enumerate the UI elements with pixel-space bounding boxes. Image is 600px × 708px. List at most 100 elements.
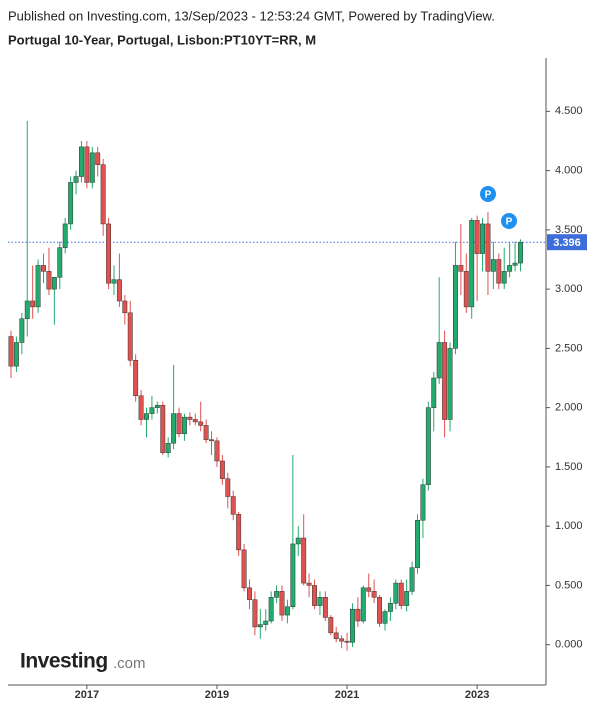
candle-body — [480, 223, 485, 254]
candle-body — [490, 259, 496, 272]
candle-body — [447, 348, 453, 420]
y-tick-label: 2.500 — [555, 342, 583, 354]
header: Published on Investing.com, 13/Sep/2023 … — [8, 8, 495, 23]
candle-body — [452, 265, 458, 349]
y-tick-label: 0.000 — [555, 639, 583, 651]
candle-body — [203, 425, 209, 440]
candle-body — [333, 632, 339, 640]
candle-body — [219, 460, 225, 480]
candle-body — [518, 241, 523, 264]
logo: Investing — [20, 650, 108, 673]
candle-body — [355, 608, 361, 622]
candle-body — [176, 413, 182, 434]
logo-suffix: .com — [113, 655, 146, 672]
candle-body — [290, 543, 296, 608]
candle-body — [160, 405, 166, 453]
candle-body — [247, 587, 252, 600]
candle-body — [100, 164, 106, 225]
candle-body — [106, 223, 112, 284]
candle-body — [371, 591, 377, 598]
candle-body — [252, 599, 258, 628]
candle-body — [474, 220, 480, 254]
candle-body — [485, 223, 491, 272]
candle-body — [463, 271, 469, 308]
candle-body — [317, 597, 323, 606]
candle-body — [431, 377, 437, 408]
candle-body — [30, 300, 36, 308]
candle-body — [306, 582, 312, 586]
candle-body — [312, 585, 317, 606]
annotation-marker — [480, 186, 496, 202]
candle-body — [198, 421, 204, 426]
y-tick-label: 3.000 — [555, 283, 583, 295]
annotation-label: P — [506, 217, 513, 228]
candle-body — [127, 312, 133, 361]
candle-body — [214, 440, 220, 462]
x-tick-label: 2023 — [465, 689, 489, 701]
candle-body — [181, 416, 187, 434]
candle-body — [95, 152, 101, 165]
candle-body — [360, 587, 366, 622]
candle-body — [116, 279, 122, 302]
candle-body — [501, 271, 507, 284]
candle-body — [24, 300, 30, 320]
candle-body — [339, 638, 345, 642]
y-tick-label: 4.500 — [555, 105, 583, 117]
last-value-label: 3.396 — [553, 237, 581, 249]
candle-body — [442, 342, 448, 420]
candle-body — [122, 300, 128, 314]
annotations: P P — [480, 186, 517, 229]
y-tick-label: 2.000 — [555, 402, 583, 414]
y-tick-label: 0.500 — [555, 579, 583, 591]
y-tick-label: 4.000 — [555, 165, 583, 177]
candle-body — [241, 549, 247, 589]
candle-body — [236, 514, 242, 551]
y-tick-label: 1.500 — [555, 461, 583, 473]
candle-body — [62, 223, 68, 248]
candle-body — [144, 413, 149, 420]
candle-body — [225, 478, 231, 497]
y-tick-label: 1.000 — [555, 520, 583, 532]
candle-body — [79, 146, 84, 177]
candle-body — [46, 271, 52, 290]
candle-body — [382, 611, 388, 624]
candle-body — [496, 259, 502, 284]
candle-body — [344, 640, 350, 643]
last-value-box — [547, 234, 587, 251]
annotation-marker — [501, 213, 517, 229]
candle-body — [387, 602, 393, 612]
candle-body — [512, 262, 518, 266]
candle-body — [257, 624, 263, 628]
x-tick-label: 2021 — [335, 689, 359, 701]
candle-body — [187, 416, 193, 420]
candle-body — [301, 537, 307, 584]
candle-body — [469, 220, 475, 308]
candle-body — [263, 620, 269, 625]
candle-body — [35, 265, 41, 308]
candle-body — [73, 176, 79, 183]
candle-body — [13, 342, 19, 367]
candle-body — [89, 152, 95, 183]
annotation-label: P — [485, 190, 492, 201]
candle-body — [279, 591, 285, 616]
candle-body — [230, 496, 236, 515]
y-tick-label: 3.500 — [555, 224, 583, 236]
candle-body — [171, 413, 177, 444]
candle-body — [41, 265, 46, 272]
candle-body — [420, 484, 426, 521]
candle-body — [425, 407, 431, 485]
chart-title: Portugal 10-Year, Portugal, Lisbon:PT10Y… — [8, 32, 316, 47]
candle-body — [284, 606, 290, 616]
candle-body — [436, 342, 442, 379]
candle-body — [68, 182, 74, 225]
candle-body — [295, 537, 301, 545]
candle-body — [393, 582, 399, 604]
candle-body — [111, 279, 117, 284]
candle-body — [209, 439, 214, 442]
candle-body — [458, 265, 464, 272]
candle-body — [154, 405, 160, 408]
candle-body — [507, 265, 513, 272]
x-tick-label: 2017 — [75, 689, 99, 701]
candle-body — [138, 395, 144, 420]
candle-body — [149, 407, 155, 414]
